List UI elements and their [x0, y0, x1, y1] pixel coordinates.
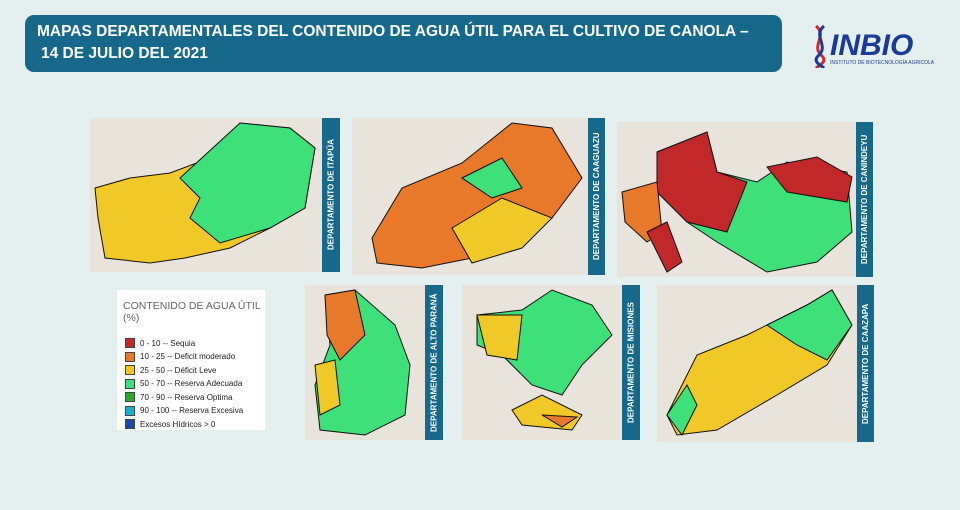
- map-label-canindeyu: DEPARTAMENTO DE CANINDEYU: [856, 122, 873, 277]
- inbio-logo: INBIO INSTITUTO DE BIOTECNOLOGÍA AGRÍCOL…: [808, 22, 938, 68]
- legend-item: Excesos Hídricos > 0: [125, 419, 265, 429]
- legend-swatch: [125, 351, 135, 362]
- svg-text:INBIO: INBIO: [830, 29, 913, 62]
- legend-title: CONTENIDO DE AGUA ÚTIL (%): [123, 300, 261, 324]
- map-label-caaguazu: DEPARTAMENTO DE CAAGUAZU: [588, 118, 605, 275]
- legend-swatch: [125, 365, 135, 375]
- title-line-2: 14 DE JULIO DEL 2021: [41, 45, 208, 62]
- legend-item: 70 - 90 -- Reserva Optima: [125, 392, 265, 402]
- map-caaguazu: [352, 118, 588, 275]
- map-label-alto-parana: DEPARTAMENTO DE ALTO PARANÁ: [425, 285, 443, 440]
- legend: CONTENIDO DE AGUA ÚTIL (%) 0 - 10 -- Seq…: [117, 290, 265, 430]
- map-label-itapua: DEPARTAMENTO DE ITAPÚA: [322, 118, 340, 272]
- legend-item: 0 - 10 -- Sequia: [125, 338, 265, 348]
- legend-swatch: [125, 405, 135, 416]
- map-alto-parana: [305, 285, 425, 440]
- legend-item: 50 - 70 -- Reserva Adecuada: [125, 378, 265, 389]
- map-misiones: [462, 285, 622, 440]
- legend-item: 10 - 25 -- Deficit moderado: [125, 351, 265, 362]
- title-banner: MAPAS DEPARTAMENTALES DEL CONTENIDO DE A…: [25, 15, 782, 72]
- legend-swatch: [125, 338, 135, 348]
- map-label-misiones: DEPARTAMENTO DE MISIONES: [622, 285, 640, 440]
- map-itapua: [90, 118, 322, 272]
- legend-swatch: [125, 419, 135, 429]
- legend-item: 25 - 50 -- Déficit Leve: [125, 365, 265, 375]
- legend-swatch: [125, 392, 135, 402]
- title-line-1: MAPAS DEPARTAMENTALES DEL CONTENIDO DE A…: [37, 23, 749, 40]
- svg-text:INSTITUTO DE BIOTECNOLOGÍA AGR: INSTITUTO DE BIOTECNOLOGÍA AGRÍCOLA: [830, 59, 935, 66]
- legend-item: 90 - 100 -- Reserva Excesiva: [125, 405, 265, 416]
- legend-swatch: [125, 378, 135, 389]
- map-label-caazapa: DEPARTAMENTO DE CAAZAPA: [857, 285, 874, 442]
- map-caazapa: [657, 285, 857, 442]
- map-canindeyu: [617, 122, 856, 277]
